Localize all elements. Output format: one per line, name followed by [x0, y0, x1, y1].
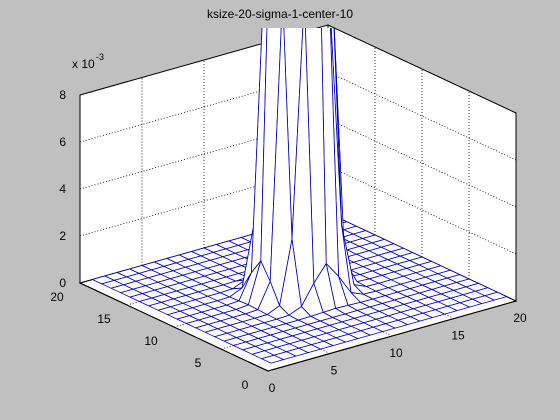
- z-tick-label: 4: [59, 182, 66, 196]
- z-tick-label: 2: [59, 229, 66, 243]
- z-tick-label: 6: [59, 135, 66, 149]
- mesh: [92, 28, 508, 364]
- z-grid-back: [79, 165, 329, 237]
- x-tick-label: 5: [331, 364, 338, 378]
- y-tick-label: 10: [144, 334, 158, 348]
- z-tick-label: 0: [59, 276, 66, 290]
- x-tick-label: 10: [389, 346, 403, 360]
- y-tick-label: 5: [195, 356, 202, 370]
- x-tick-label: 0: [269, 381, 276, 395]
- mesh-cell: [261, 354, 284, 364]
- axis-line: [79, 282, 269, 372]
- x-tick-label: 15: [451, 329, 465, 343]
- z-grid-back: [79, 24, 329, 96]
- z-multiplier: x 10: [72, 57, 95, 71]
- z-multiplier-exponent: -3: [96, 52, 104, 62]
- y-tick-label: 20: [50, 290, 64, 304]
- axis-line: [267, 300, 517, 372]
- y-tick-label: 15: [97, 312, 111, 326]
- x-tick-label: 20: [513, 311, 527, 325]
- z-grid-back: [79, 118, 329, 190]
- chart-title: ksize-20-sigma-1-center-10: [207, 7, 353, 21]
- z-grid-back: [79, 71, 329, 143]
- z-tick-label: 8: [59, 88, 66, 102]
- y-tick-label: 0: [242, 378, 249, 392]
